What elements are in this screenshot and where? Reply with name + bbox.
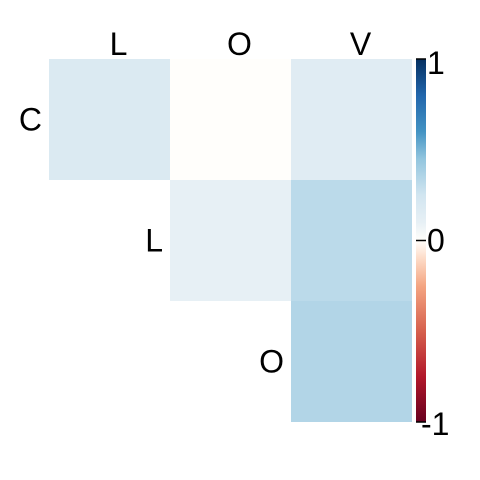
- row-label: L: [145, 223, 163, 259]
- row-label: C: [19, 102, 42, 138]
- heatmap-cell-L-O: [170, 180, 291, 301]
- heatmap-cell-C-O: [170, 59, 291, 180]
- heatmap-cells: [49, 59, 412, 422]
- heatmap-cell-L-V: [291, 180, 412, 301]
- heatmap-cell-C-L: [49, 59, 170, 180]
- colorbar-ticks: 1 0 -1: [416, 45, 449, 442]
- column-label: V: [350, 26, 372, 62]
- row-label: O: [259, 344, 284, 380]
- colorbar: 1 0 -1: [416, 45, 449, 442]
- colorbar-tick-label: 0: [427, 223, 445, 259]
- heatmap-cell-C-V: [291, 59, 412, 180]
- row-labels: C L O: [19, 102, 284, 380]
- colorbar-tick-label: 1: [427, 45, 445, 81]
- heatmap-cell-O-V: [291, 301, 412, 422]
- column-label: L: [110, 26, 128, 62]
- column-label: O: [227, 26, 252, 62]
- colorbar-tick-label: -1: [421, 406, 449, 442]
